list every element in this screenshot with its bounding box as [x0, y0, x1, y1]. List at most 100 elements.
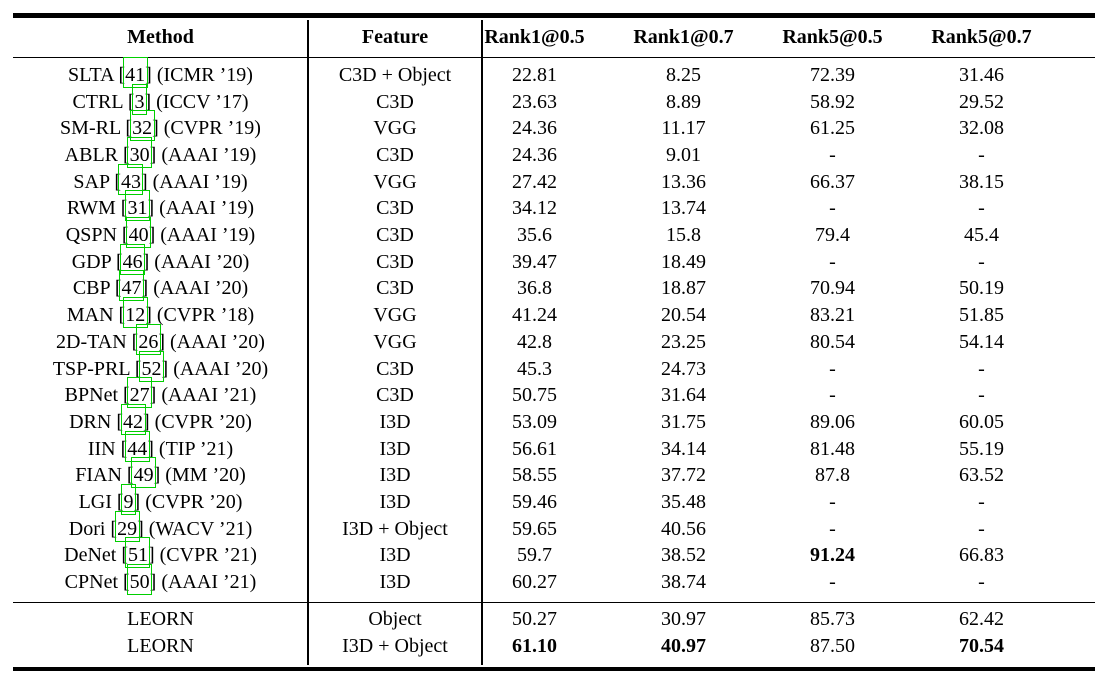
column-separator-feature-ranks	[481, 20, 483, 665]
method-cell: RWM [31] (AAAI ’19)	[66, 190, 255, 222]
method-cell: Dori [29] (WACV ’21)	[68, 510, 253, 542]
footer-divider-rule	[13, 601, 1095, 604]
value-cell: 38.15	[959, 170, 1004, 193]
citation-link[interactable]: 47	[119, 270, 145, 302]
value-cell: 35.48	[661, 490, 706, 513]
method-cell: LEORN	[127, 634, 194, 657]
value-cell: 30.97	[661, 608, 706, 631]
value-cell: 22.81	[512, 63, 557, 86]
feature-cell: VGG	[373, 117, 417, 140]
col-header-rank5-05: Rank5@0.5	[782, 25, 883, 48]
method-cell: CTRL [3] (ICCV ’17)	[72, 83, 249, 115]
table-row: TSP-PRL [52] (AAAI ’20) C3D 45.3 24.73 - -	[13, 350, 1095, 383]
citation-link[interactable]: 31	[124, 190, 150, 222]
value-cell: -	[829, 144, 836, 166]
value-cell: -	[829, 517, 836, 540]
method-cell: MAN [12] (CVPR ’18)	[66, 297, 255, 329]
citation-link[interactable]: 50	[127, 564, 153, 595]
citation-link[interactable]: 26	[135, 323, 161, 355]
feature-cell: VGG	[373, 330, 417, 353]
value-cell: 24.73	[661, 357, 706, 380]
citation-link[interactable]: 12	[122, 297, 148, 329]
value-cell: 40.56	[661, 517, 706, 540]
value-cell: 83.21	[810, 304, 855, 327]
value-cell: 80.54	[810, 330, 855, 353]
feature-cell: I3D	[379, 464, 411, 487]
value-cell: 63.52	[959, 464, 1004, 487]
value-cell: 42.8	[517, 330, 552, 353]
col-header-feature: Feature	[361, 25, 429, 48]
citation-link[interactable]: 43	[118, 163, 144, 195]
table-row: CTRL [3] (ICCV ’17) C3D 23.63 8.89 58.92 29.5…	[13, 83, 1095, 116]
value-cell: 13.36	[661, 170, 706, 193]
value-cell: 70.94	[810, 277, 855, 300]
feature-cell: C3D	[376, 197, 414, 220]
citation-link[interactable]: 51	[125, 537, 151, 569]
feature-cell: C3D	[376, 144, 414, 166]
method-cell: QSPN [40] (AAAI ’19)	[65, 217, 256, 249]
value-cell: 20.54	[661, 304, 706, 327]
citation-link[interactable]: 44	[124, 430, 150, 462]
value-cell: 54.14	[959, 330, 1004, 353]
column-separator-method-feature	[307, 20, 309, 665]
value-cell: -	[978, 197, 985, 220]
method-cell: LEORN	[127, 608, 194, 631]
table-row: CPNet [50] (AAAI ’21) I3D 60.27 38.74 - -	[13, 564, 1095, 596]
table-row: LEORN Object 50.27 30.97 85.73 62.42	[13, 606, 1095, 633]
value-cell: 58.55	[512, 464, 557, 487]
table-top-rule	[13, 13, 1095, 18]
value-cell: -	[829, 571, 836, 593]
value-cell: 81.48	[810, 437, 855, 460]
value-cell: 11.17	[661, 117, 706, 140]
citation-link[interactable]: 52	[139, 350, 165, 382]
feature-cell: I3D	[379, 410, 411, 433]
col-header-rank1-05: Rank1@0.5	[484, 25, 585, 48]
table-row: DeNet [51] (CVPR ’21) I3D 59.7 38.52 91.24 66…	[13, 537, 1095, 569]
table-bottom-rule	[13, 666, 1095, 672]
value-cell: -	[829, 490, 836, 513]
table-row: IIN [44] (TIP ’21) I3D 56.61 34.14 81.48 55.1…	[13, 430, 1095, 463]
citation-link[interactable]: 27	[127, 377, 153, 409]
table-row: DRN [42] (CVPR ’20) I3D 53.09 31.75 89.06 60.…	[13, 403, 1095, 436]
method-cell: IIN [44] (TIP ’21)	[87, 430, 234, 462]
method-cell: DRN [42] (CVPR ’20)	[69, 403, 252, 435]
citation-link[interactable]: 32	[129, 110, 155, 142]
citation-link[interactable]: 49	[131, 457, 157, 489]
method-cell: 2D-TAN [26] (AAAI ’20)	[56, 323, 265, 355]
value-cell: -	[978, 384, 985, 407]
value-cell: 66.37	[810, 170, 855, 193]
citation-link[interactable]: 42	[120, 403, 146, 435]
citation-link[interactable]: 29	[114, 510, 140, 542]
table-row: Dori [29] (WACV ’21) I3D + Object 59.65 40.…	[13, 510, 1095, 543]
value-cell: 50.19	[959, 277, 1004, 300]
citation-link[interactable]: 46	[120, 243, 146, 275]
citation-link[interactable]: 30	[127, 137, 153, 168]
method-cell: FIAN [49] (MM ’20)	[75, 457, 246, 489]
value-cell: 59.65	[512, 517, 557, 540]
citation-link[interactable]: 3	[131, 83, 147, 115]
method-cell: LGI [9] (CVPR ’20)	[78, 483, 243, 515]
value-cell: 45.3	[517, 357, 552, 380]
value-cell: -	[978, 571, 985, 593]
col-header-method: Method	[127, 25, 194, 48]
value-cell: 9.01	[666, 144, 701, 166]
value-cell: -	[978, 250, 985, 273]
table-row: SAP [43] (AAAI ’19) VGG 27.42 13.36 66.37 38.…	[13, 163, 1095, 196]
method-cell: GDP [46] (AAAI ’20)	[71, 243, 250, 275]
col-header-rank5-07: Rank5@0.7	[931, 25, 1032, 48]
value-cell: 15.8	[666, 224, 701, 247]
citation-link[interactable]: 9	[121, 483, 137, 515]
feature-cell: Object	[368, 608, 422, 631]
feature-cell: I3D	[379, 544, 411, 567]
value-cell: 8.89	[666, 90, 701, 113]
citation-link[interactable]: 41	[122, 56, 148, 88]
value-cell: 38.52	[661, 544, 706, 567]
table-row: SM-RL [32] (CVPR ’19) VGG 24.36 11.17 61.25 3…	[13, 110, 1095, 142]
value-cell: 23.63	[512, 90, 557, 113]
value-cell: 87.8	[815, 464, 850, 487]
method-cell: BPNet [27] (AAAI ’21)	[64, 377, 257, 409]
table-row: LGI [9] (CVPR ’20) I3D 59.46 35.48 - -	[13, 483, 1095, 516]
table-row: SLTA [41] (ICMR ’19) C3D + Object 22.81 8.2…	[13, 56, 1095, 89]
value-cell: 36.8	[517, 277, 552, 300]
citation-link[interactable]: 40	[126, 217, 152, 249]
